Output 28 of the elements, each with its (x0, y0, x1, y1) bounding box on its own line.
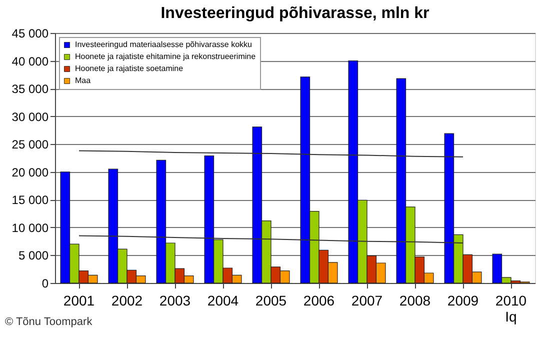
y-tick-label: 35 000 (12, 82, 49, 96)
x-tick-label: 2003 (159, 292, 191, 308)
x-tick-label: 2002 (111, 292, 143, 308)
legend-label: Hoonete ja rajatiste soetamine (75, 64, 184, 73)
y-tick-label: 40 000 (12, 54, 49, 68)
y-tick-label: 30 000 (12, 110, 49, 124)
x-tick-label: 2006 (303, 292, 335, 308)
x-tick-label: 2001 (63, 292, 95, 308)
y-tick-label: 20 000 (12, 165, 49, 180)
chart-title: Investeeringud põhivarasse, mln kr (160, 5, 430, 22)
line-series (78, 150, 464, 158)
x-tick-label: 2004 (207, 292, 239, 308)
legend-label: Investeeringud materiaalsesse põhivarasse kokku (75, 40, 252, 49)
x-tick-label: 2007 (351, 292, 383, 308)
x-tick-label: 2009 (447, 292, 479, 308)
legend-label: Hoonete ja rajatiste ehitamine ja rekonstrueerimine (75, 52, 256, 61)
x-tick-label: 2005 (255, 292, 287, 308)
y-tick-label: 10 000 (12, 220, 49, 235)
line-series (78, 235, 464, 244)
y-tick-label: 45 000 (12, 26, 49, 40)
y-tick-label: 25 000 (12, 138, 49, 152)
x-tick-label: 2010 Iq (495, 292, 527, 324)
y-tick-label: 15 000 (12, 193, 49, 208)
text: © Tõnu Toompark (5, 316, 93, 328)
x-tick-label: 2008 (399, 292, 431, 308)
y-tick-label: 0 (42, 276, 49, 290)
legend-label: Maa (75, 76, 92, 85)
y-tick-label: 5 000 (18, 248, 49, 263)
